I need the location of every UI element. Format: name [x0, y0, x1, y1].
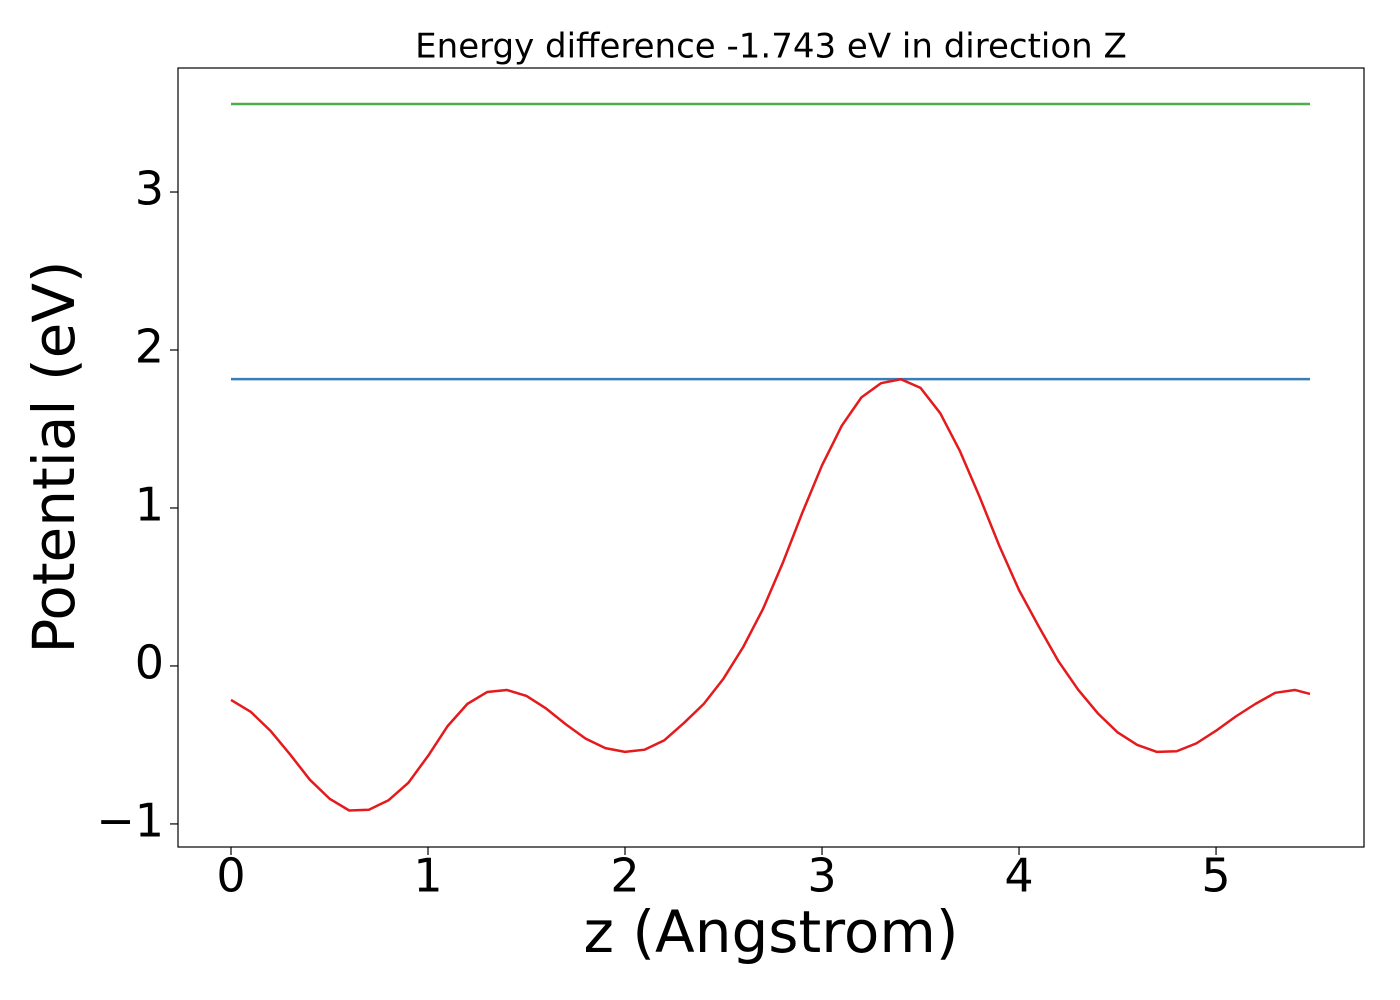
- x-tick-label: 1: [413, 849, 442, 903]
- y-tick-label: 0: [135, 635, 164, 689]
- chart-title: Energy difference -1.743 eV in direction…: [415, 27, 1127, 67]
- y-axis-label: Potential (eV): [20, 260, 88, 653]
- x-tick-label: 3: [807, 849, 836, 903]
- y-tick-label: 1: [135, 477, 164, 531]
- x-tick-label: 5: [1201, 849, 1230, 903]
- plot-frame: [177, 67, 1365, 848]
- y-tick-label: −1: [96, 793, 164, 847]
- y-tick-label: 2: [135, 319, 164, 373]
- y-tick-label: 3: [135, 162, 164, 216]
- x-tick-label: 0: [216, 849, 245, 903]
- x-axis-label: z (Angstrom): [584, 898, 959, 966]
- x-tick-label: 2: [610, 849, 639, 903]
- x-tick-label: 4: [1004, 849, 1033, 903]
- series-line: [230, 377, 1311, 812]
